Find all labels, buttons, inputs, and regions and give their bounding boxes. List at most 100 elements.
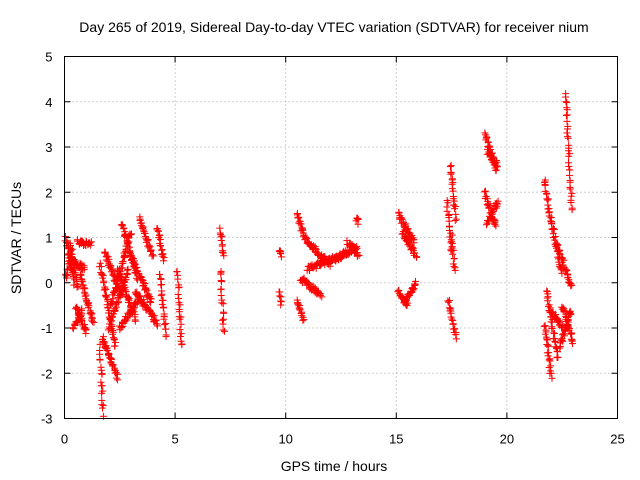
data-point	[543, 336, 551, 344]
data-point	[316, 289, 324, 297]
data-point	[98, 370, 106, 378]
y-tick-label: -2	[41, 366, 53, 381]
data-point	[124, 265, 132, 273]
data-point	[67, 246, 75, 254]
data-point	[411, 249, 419, 257]
data-point	[153, 322, 161, 330]
data-point	[544, 352, 552, 360]
chart-title: Day 265 of 2019, Sidereal Day-to-day VTE…	[79, 19, 588, 35]
data-point	[157, 281, 165, 289]
data-point	[174, 275, 182, 283]
data-point	[567, 199, 575, 207]
data-point	[123, 266, 131, 274]
data-point	[162, 325, 170, 333]
data-point	[154, 227, 162, 235]
data-point	[449, 250, 457, 258]
data-point	[543, 287, 551, 295]
data-point	[318, 293, 326, 301]
data-point	[76, 313, 84, 321]
data-point	[97, 378, 105, 386]
data-point	[177, 320, 185, 328]
x-tick-label: 15	[389, 432, 403, 447]
data-point	[114, 376, 122, 384]
data-point	[485, 203, 493, 211]
data-point	[544, 195, 552, 203]
data-point	[451, 216, 459, 224]
data-point	[562, 98, 570, 106]
data-point	[450, 246, 458, 254]
grid-lines	[64, 56, 618, 419]
data-point	[413, 253, 421, 261]
data-point	[117, 323, 125, 331]
data-point	[547, 369, 555, 377]
data-point	[147, 298, 155, 306]
data-point	[178, 341, 186, 349]
data-point	[87, 238, 95, 246]
y-tick-label: 0	[45, 276, 52, 291]
x-tick-label: 0	[61, 432, 68, 447]
data-point	[409, 285, 417, 293]
data-point	[565, 325, 573, 333]
data-point	[147, 295, 155, 303]
data-point	[87, 241, 95, 249]
data-point	[74, 282, 82, 290]
data-point	[104, 309, 112, 317]
data-point	[277, 250, 285, 258]
data-point	[112, 369, 120, 377]
data-point	[410, 284, 418, 292]
data-point	[152, 316, 160, 324]
y-tick-label: 1	[45, 231, 52, 246]
data-point	[565, 162, 573, 170]
data-point	[98, 382, 106, 390]
data-point	[560, 256, 568, 264]
data-point	[109, 288, 117, 296]
data-point	[99, 404, 107, 412]
data-point	[66, 247, 74, 255]
data-point	[568, 189, 576, 197]
data-point	[481, 188, 489, 196]
data-point	[563, 111, 571, 119]
data-point	[159, 252, 167, 260]
data-point	[71, 269, 79, 277]
data-point	[175, 284, 183, 292]
data-point	[109, 295, 117, 303]
data-point	[296, 220, 304, 228]
data-point	[106, 354, 114, 362]
y-tick-label: -3	[41, 412, 53, 427]
data-point	[543, 340, 551, 348]
data-point	[354, 220, 362, 228]
data-point	[554, 353, 562, 361]
data-point	[73, 317, 81, 325]
data-point	[566, 307, 574, 315]
data-point	[217, 270, 225, 278]
data-point	[161, 321, 169, 329]
data-point	[119, 257, 127, 265]
data-point	[218, 232, 226, 240]
data-point	[80, 264, 88, 272]
data-point	[553, 242, 561, 250]
data-point	[74, 306, 82, 314]
data-point	[483, 221, 491, 229]
data-point	[124, 239, 132, 247]
x-tick-label: 25	[610, 432, 624, 447]
data-point	[558, 269, 566, 277]
data-point	[120, 224, 128, 232]
data-point	[543, 349, 551, 357]
data-point	[220, 309, 228, 317]
data-point	[150, 312, 158, 320]
data-point	[300, 316, 308, 324]
data-point	[305, 266, 313, 274]
data-point	[449, 179, 457, 187]
data-point	[133, 288, 141, 296]
data-point	[156, 235, 164, 243]
data-point	[565, 152, 573, 160]
data-point	[404, 241, 412, 249]
data-point	[149, 252, 157, 260]
data-point	[87, 308, 95, 316]
data-point	[564, 134, 572, 142]
y-tick-label: 2	[45, 185, 52, 200]
data-point	[312, 245, 320, 253]
data-point	[569, 340, 577, 348]
data-point	[218, 299, 226, 307]
data-point	[218, 248, 226, 256]
